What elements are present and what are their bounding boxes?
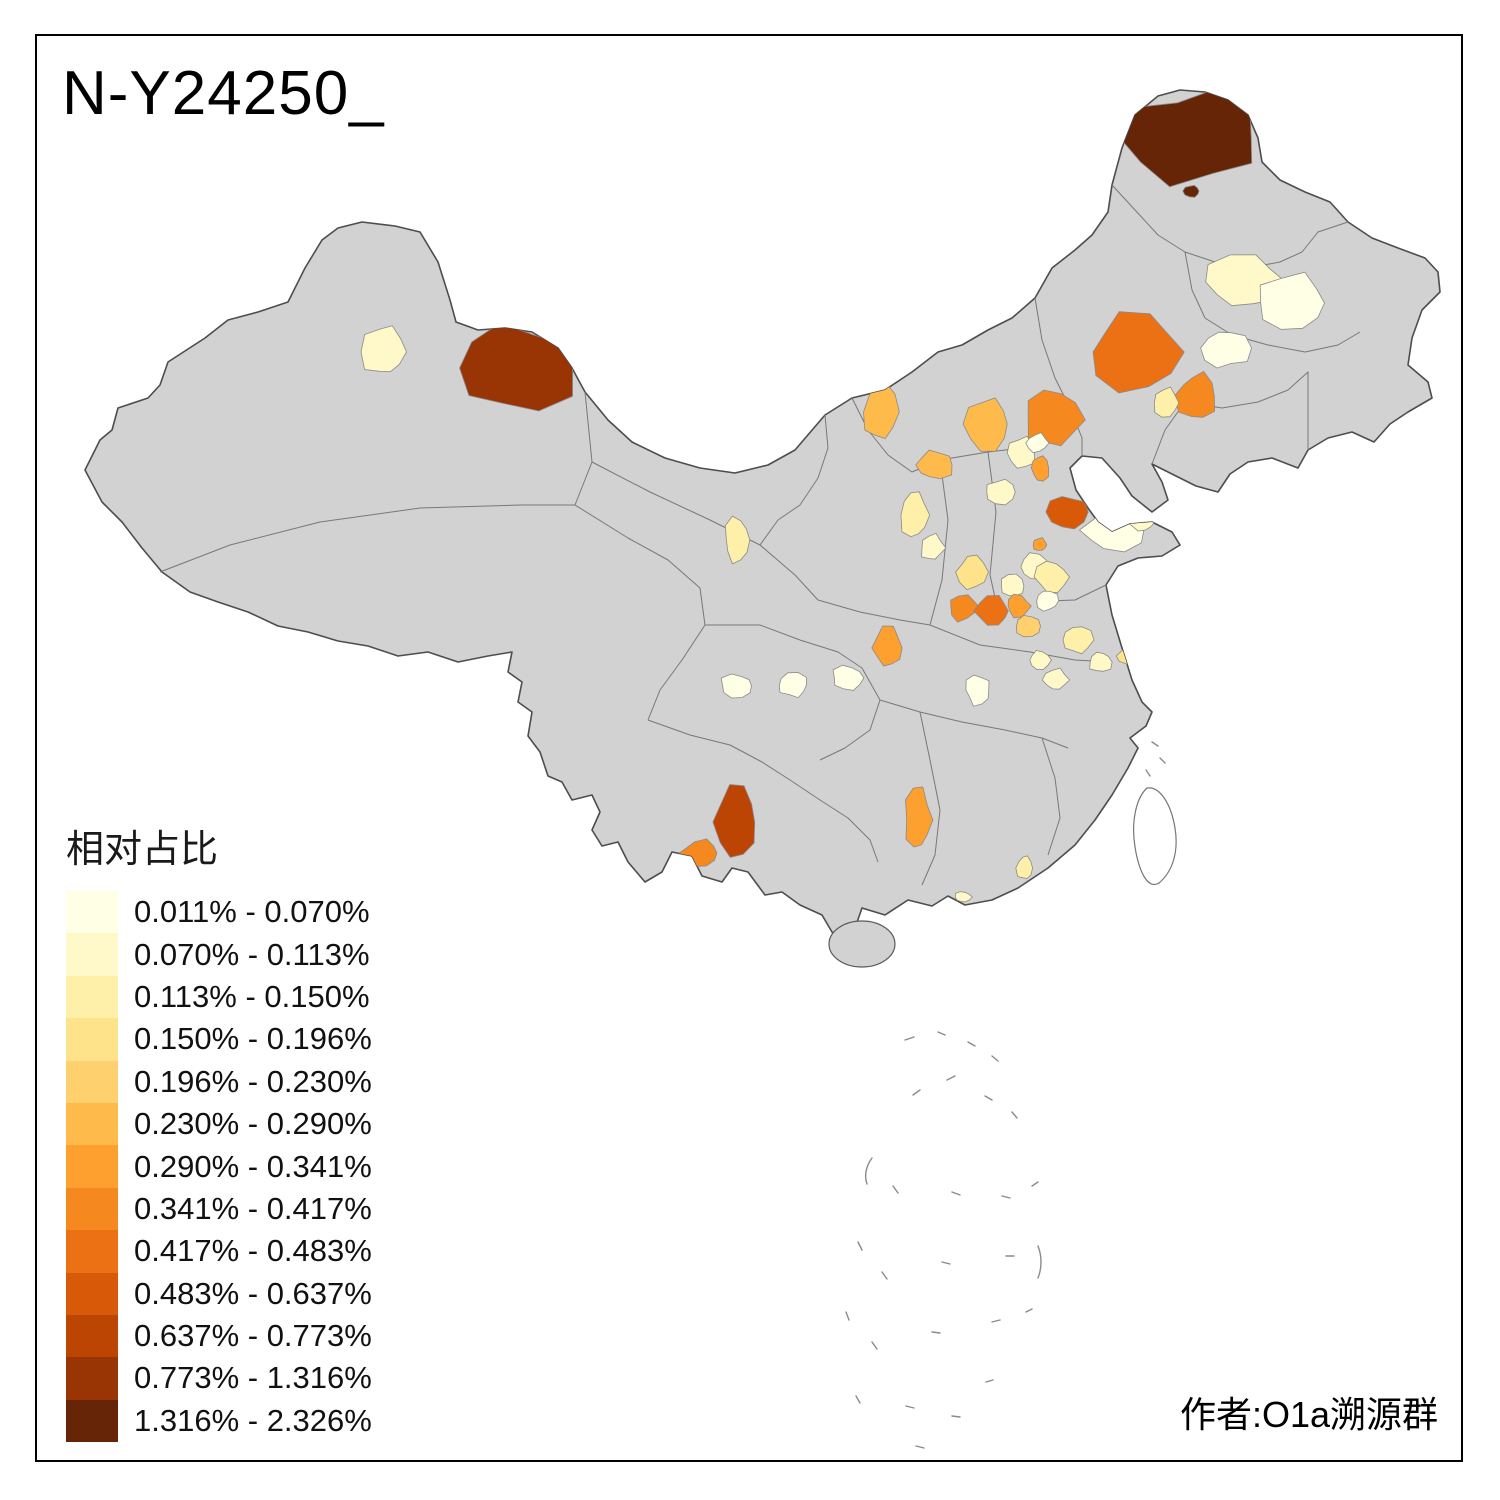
legend-row: 0.773% - 1.316% <box>66 1357 372 1400</box>
map-region <box>954 891 974 903</box>
map-region <box>905 786 934 848</box>
legend-range-label: 0.150% - 0.196% <box>134 1021 372 1057</box>
legend-row: 0.341% - 0.417% <box>66 1187 372 1231</box>
legend-swatch <box>66 1357 118 1400</box>
legend-range-label: 0.773% - 1.316% <box>134 1360 372 1396</box>
legend-row: 1.316% - 2.326% <box>66 1399 372 1443</box>
legend-swatch <box>66 1145 118 1188</box>
legend-row: 0.196% - 0.230% <box>66 1060 372 1103</box>
map-region <box>965 674 990 707</box>
map-region <box>962 397 1008 452</box>
map-region <box>1007 593 1032 619</box>
map-region <box>986 478 1016 506</box>
map-region <box>1041 667 1071 690</box>
taiwan-island <box>1133 787 1177 886</box>
map-region <box>955 554 989 591</box>
map-region <box>1036 590 1060 612</box>
legend: 相对占比 0.011% - 0.070% 0.070% - 0.113% 0.113… <box>66 818 372 1443</box>
legend-swatch <box>66 1272 118 1315</box>
legend-row: 0.011% - 0.070% <box>66 891 372 934</box>
map-region <box>712 784 756 858</box>
legend-row: 0.483% - 0.637% <box>66 1272 372 1315</box>
map-region <box>915 449 953 480</box>
map-region <box>360 325 407 373</box>
choropleth-regions <box>360 90 1325 903</box>
mainland-outline <box>84 89 1441 946</box>
legend-range-label: 0.113% - 0.150% <box>134 978 370 1014</box>
map-region <box>871 625 903 667</box>
legend-swatch <box>66 933 118 976</box>
map-region <box>973 594 1009 626</box>
legend-row: 0.113% - 0.150% <box>66 975 372 1019</box>
legend-range-label: 0.483% - 0.637% <box>134 1275 372 1311</box>
hainan-island <box>828 920 896 968</box>
map-region <box>921 532 947 560</box>
legend-swatch <box>66 975 118 1019</box>
page-title: N-Y24250_ <box>62 59 385 128</box>
map-region <box>1259 271 1325 330</box>
author-credit: 作者:O1a溯源群 <box>1179 1394 1438 1435</box>
map-region <box>720 673 752 699</box>
map-region <box>1016 614 1041 638</box>
legend-range-label: 0.011% - 0.070% <box>134 894 370 930</box>
legend-range-label: 1.316% - 2.326% <box>134 1402 372 1438</box>
map-region <box>1032 537 1048 551</box>
legend-swatch <box>66 1230 118 1273</box>
map-region <box>1182 184 1200 198</box>
map-region <box>1089 651 1113 672</box>
sea-islands-dashes <box>845 741 1166 1449</box>
legend-swatch <box>66 891 118 934</box>
legend-row: 0.070% - 0.113% <box>66 933 372 976</box>
map-region <box>1025 432 1050 454</box>
map-region <box>1062 626 1095 655</box>
map-region <box>900 491 931 538</box>
map-region <box>1029 649 1052 670</box>
map-region <box>1092 311 1185 394</box>
map-region <box>778 672 807 699</box>
map-region <box>1015 855 1034 879</box>
legend-swatch <box>66 1018 118 1061</box>
legend-range-label: 0.290% - 0.341% <box>134 1148 372 1184</box>
legend-swatch <box>66 1399 118 1443</box>
legend-swatch <box>66 1060 118 1103</box>
map-region <box>1045 496 1089 530</box>
legend-swatch <box>66 1314 118 1358</box>
legend-swatch <box>66 1187 118 1231</box>
legend-range-label: 0.417% - 0.483% <box>134 1233 372 1269</box>
legend-items: 0.011% - 0.070% 0.070% - 0.113% 0.113% - 0… <box>66 891 372 1443</box>
legend-range-label: 0.341% - 0.417% <box>134 1190 372 1226</box>
legend-row: 0.150% - 0.196% <box>66 1018 372 1061</box>
legend-range-label: 0.637% - 0.773% <box>134 1318 372 1354</box>
legend-row: 0.637% - 0.773% <box>66 1314 372 1358</box>
map-region <box>1153 386 1180 418</box>
legend-range-label: 0.070% - 0.113% <box>134 936 370 972</box>
legend-row: 0.417% - 0.483% <box>66 1230 372 1273</box>
map-region <box>1200 331 1252 369</box>
legend-row: 0.290% - 0.341% <box>66 1145 372 1188</box>
map-region <box>724 515 751 565</box>
map-region <box>1027 389 1086 447</box>
map-region <box>1033 560 1071 594</box>
map-region <box>950 594 981 623</box>
map-region <box>1030 455 1050 482</box>
legend-range-label: 0.230% - 0.290% <box>134 1106 372 1142</box>
legend-title: 相对占比 <box>66 829 219 871</box>
legend-range-label: 0.196% - 0.230% <box>134 1063 372 1099</box>
map-region <box>832 664 865 691</box>
legend-row: 0.230% - 0.290% <box>66 1102 372 1146</box>
legend-swatch <box>66 1102 118 1146</box>
